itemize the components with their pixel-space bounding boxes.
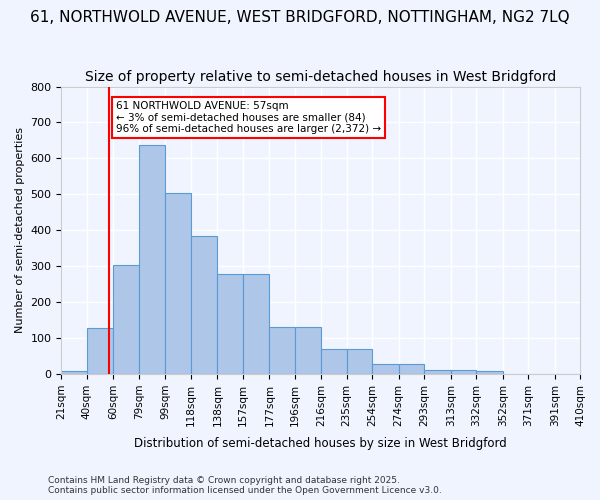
Bar (113, 265, 139, 374)
Text: Contains HM Land Registry data © Crown copyright and database right 2025.
Contai: Contains HM Land Registry data © Crown c… (48, 476, 442, 495)
Text: 61, NORTHWOLD AVENUE, WEST BRIDGFORD, NOTTINGHAM, NG2 7LQ: 61, NORTHWOLD AVENUE, WEST BRIDGFORD, NO… (30, 10, 570, 25)
Bar (476, 371, 503, 374)
Bar (243, 274, 269, 374)
Bar (61, 371, 87, 374)
Bar (87, 328, 113, 374)
Text: 61 NORTHWOLD AVENUE: 57sqm
← 3% of semi-detached houses are smaller (84)
96% of : 61 NORTHWOLD AVENUE: 57sqm ← 3% of semi-… (116, 101, 381, 134)
Bar (191, 236, 217, 374)
Bar (139, 145, 166, 374)
Bar (451, 370, 476, 374)
Bar (322, 349, 347, 374)
Bar (295, 328, 322, 374)
Bar (217, 274, 243, 374)
Title: Size of property relative to semi-detached houses in West Bridgford: Size of property relative to semi-detach… (85, 70, 556, 84)
Bar (269, 328, 295, 374)
X-axis label: Distribution of semi-detached houses by size in West Bridgford: Distribution of semi-detached houses by … (134, 437, 507, 450)
Y-axis label: Number of semi-detached properties: Number of semi-detached properties (15, 128, 25, 334)
Bar (166, 194, 191, 374)
Bar (347, 349, 372, 374)
Bar (424, 370, 451, 374)
Bar (372, 364, 398, 374)
Bar (398, 364, 424, 374)
